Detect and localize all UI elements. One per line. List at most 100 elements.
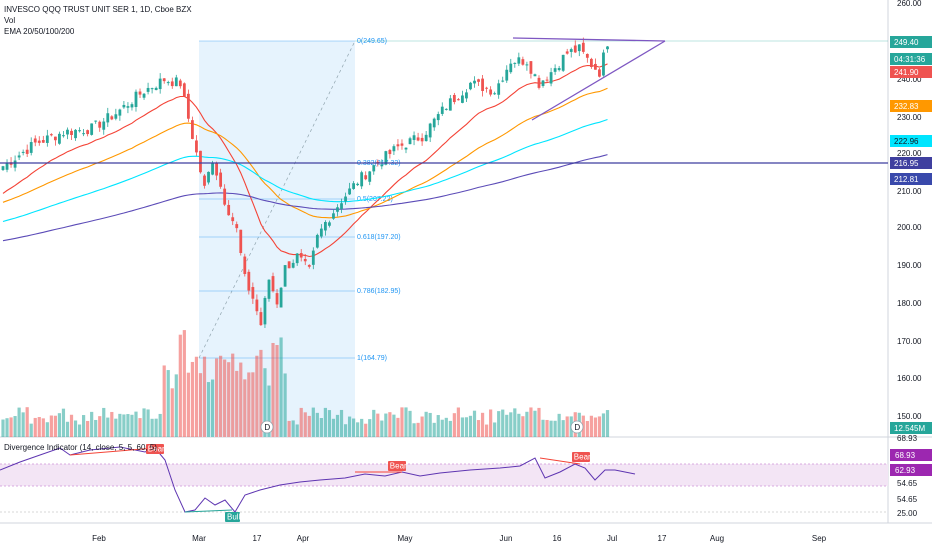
candle-body bbox=[53, 136, 57, 141]
price-tick-label: 210.00 bbox=[897, 187, 922, 196]
volume-bar bbox=[263, 368, 267, 437]
price-tick-label: 160.00 bbox=[897, 374, 922, 383]
volume-bar bbox=[73, 420, 78, 437]
candle-body bbox=[33, 138, 37, 143]
volume-bar bbox=[25, 407, 29, 437]
volume-bar bbox=[122, 414, 126, 437]
bull-tag bbox=[225, 512, 240, 522]
volume-legend: Vol bbox=[4, 16, 16, 25]
volume-bar bbox=[303, 412, 307, 437]
volume-bar bbox=[557, 413, 561, 437]
volume-bar bbox=[110, 411, 114, 437]
price-tag-label: 04:31:36 bbox=[894, 55, 926, 64]
volume-bar bbox=[549, 420, 553, 437]
candle-body bbox=[533, 74, 537, 77]
volume-bar bbox=[335, 414, 340, 437]
candle-body bbox=[344, 196, 347, 202]
volume-bar bbox=[13, 416, 17, 437]
dividend-label: D bbox=[574, 423, 580, 432]
candle-body bbox=[348, 188, 351, 195]
volume-bar bbox=[223, 359, 227, 437]
candle-body bbox=[291, 262, 295, 268]
volume-bar bbox=[501, 409, 505, 437]
candle-body bbox=[477, 79, 480, 82]
volume-bar bbox=[396, 417, 400, 437]
candle-body bbox=[49, 134, 53, 136]
bear-divergence-line bbox=[539, 457, 581, 465]
candle-body bbox=[384, 151, 388, 165]
volume-bar bbox=[468, 415, 473, 437]
candle-body bbox=[106, 113, 110, 123]
candle-body bbox=[199, 150, 202, 173]
volume-bar bbox=[323, 407, 327, 437]
price-tick-label: 230.00 bbox=[897, 113, 922, 122]
candle-body bbox=[589, 58, 593, 67]
candle-body bbox=[138, 91, 142, 95]
candle-body bbox=[215, 163, 218, 176]
candle-body bbox=[545, 79, 549, 81]
fib-level-label: 0(249.65) bbox=[357, 38, 387, 45]
candle-body bbox=[122, 104, 126, 108]
candle-body bbox=[400, 143, 404, 146]
volume-bar bbox=[327, 410, 332, 437]
price-tick-label: 240.00 bbox=[897, 75, 922, 84]
time-axis-label: 16 bbox=[553, 534, 562, 543]
time-axis-label: 17 bbox=[253, 534, 262, 543]
volume-bar bbox=[605, 410, 610, 437]
volume-bar bbox=[174, 374, 178, 437]
volume-bar bbox=[489, 409, 493, 437]
candle-body bbox=[231, 217, 235, 222]
time-axis-label: Sep bbox=[812, 534, 827, 543]
ema100-line bbox=[2, 118, 608, 223]
bear-tag-label: Bear bbox=[148, 445, 165, 454]
candle-body bbox=[259, 312, 263, 326]
volume-bar bbox=[291, 420, 295, 437]
volume-bar bbox=[545, 419, 549, 437]
candle-body bbox=[428, 123, 432, 138]
candle-body bbox=[501, 80, 505, 82]
volume-bar bbox=[283, 373, 287, 437]
candle-body bbox=[497, 83, 501, 95]
volume-bar bbox=[420, 416, 424, 437]
candle-body bbox=[328, 222, 331, 226]
bear-tag bbox=[146, 444, 164, 454]
volume-bar bbox=[251, 372, 255, 437]
volume-bar bbox=[94, 419, 98, 437]
time-axis-label: Jun bbox=[500, 534, 513, 543]
candle-body bbox=[440, 106, 444, 114]
candle-body bbox=[203, 175, 206, 186]
volume-bar bbox=[505, 414, 509, 437]
indicator-tag bbox=[890, 464, 932, 476]
candle-body bbox=[461, 95, 464, 103]
candle-body bbox=[553, 68, 557, 72]
volume-bar bbox=[360, 418, 364, 437]
volume-bar bbox=[372, 409, 376, 437]
candle-body bbox=[356, 183, 360, 186]
candle-body bbox=[142, 93, 146, 98]
volume-bar bbox=[170, 388, 174, 437]
indicator-tick-label: 68.93 bbox=[897, 434, 918, 443]
candle-body bbox=[485, 87, 488, 89]
candle-body bbox=[150, 88, 154, 90]
candle-body bbox=[29, 142, 33, 153]
volume-bar bbox=[331, 418, 336, 437]
candle-body bbox=[577, 44, 581, 52]
volume-bar bbox=[553, 420, 557, 437]
volume-bar bbox=[247, 372, 251, 437]
ema200-line bbox=[2, 154, 608, 242]
candle-body bbox=[255, 299, 259, 312]
volume-bar bbox=[517, 413, 521, 437]
volume-bar bbox=[295, 424, 299, 437]
volume-bar bbox=[339, 409, 344, 437]
volume-bar bbox=[343, 424, 348, 437]
candle-body bbox=[465, 92, 468, 99]
volume-bar bbox=[565, 416, 569, 437]
volume-bar bbox=[198, 373, 203, 437]
volume-bar bbox=[162, 365, 166, 437]
candle-body bbox=[360, 172, 364, 187]
candle-body bbox=[581, 42, 585, 52]
candle-body bbox=[452, 94, 456, 103]
volume-bar bbox=[37, 417, 41, 437]
